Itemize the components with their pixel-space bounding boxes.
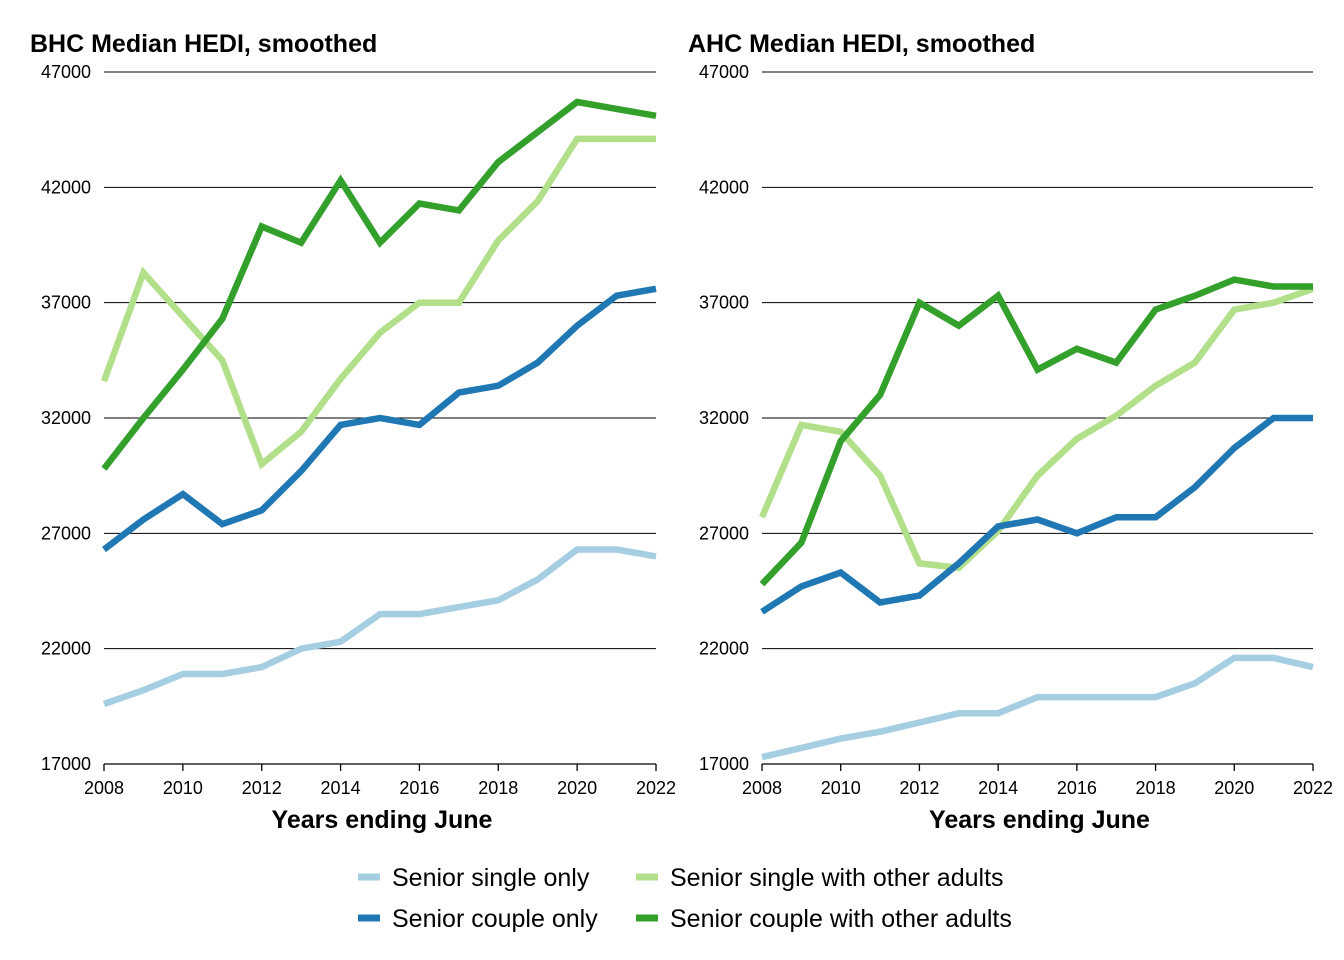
y-tick-label: 17000 [699,754,749,774]
x-tick-label: 2010 [821,778,861,798]
legend-label: Senior single only [392,864,590,892]
x-tick-label: 2020 [557,778,597,798]
x-tick-label: 2016 [1057,778,1097,798]
series-line-senior-couple-only [760,414,1313,615]
series-line-senior-single-with-other-adults [759,285,1315,572]
y-tick-label: 42000 [699,177,749,197]
x-axis-title: Years ending June [272,806,493,834]
x-axis-title: Years ending June [929,806,1150,834]
y-tick-label: 42000 [41,177,91,197]
y-tick-label: 22000 [41,639,91,659]
chart-title: BHC Median HEDI, smoothed [30,30,377,58]
series-line-senior-couple-with-other-adults [101,98,657,471]
legend-label: Senior couple only [392,905,598,933]
series-line-senior-couple-only [102,285,657,553]
x-tick-label: 2008 [742,778,782,798]
legend-item-senior-single-with-other-adults: Senior single with other adults [636,864,1004,892]
chart-legend: Senior single only Senior single with oth… [358,864,1012,933]
x-tick-label: 2012 [899,778,939,798]
series-line-senior-single-with-other-adults [100,135,656,470]
y-tick-label: 47000 [41,62,91,82]
x-tick-label: 2022 [1293,778,1333,798]
legend-label: Senior couple with other adults [670,905,1012,933]
y-tick-label: 22000 [699,639,749,659]
y-tick-label: 27000 [41,523,91,543]
y-tick-label: 37000 [41,293,91,313]
x-tick-label: 2022 [636,778,676,798]
x-tick-label: 2010 [163,778,203,798]
series-line-senior-single-only [102,546,657,708]
x-tick-label: 2016 [399,778,439,798]
x-tick-label: 2008 [84,778,124,798]
chart-title: AHC Median HEDI, smoothed [688,30,1035,58]
bhc-chart-panel: BHC Median HEDI, smoothed 17000 22000 27000… [30,30,676,834]
x-tick-label: 2014 [321,778,361,798]
y-tick-label: 47000 [699,62,749,82]
x-tick-label: 2012 [242,778,282,798]
legend-item-senior-couple-with-other-adults: Senior couple with other adults [636,905,1012,933]
x-tick-label: 2014 [978,778,1018,798]
y-tick-label: 17000 [41,754,91,774]
series-line-senior-couple-with-other-adults [759,276,1313,587]
y-tick-label: 37000 [699,293,749,313]
x-tick-label: 2020 [1214,778,1254,798]
legend-item-senior-couple-only: Senior couple only [358,905,598,933]
x-tick-label: 2018 [1136,778,1176,798]
legend-label: Senior single with other adults [670,864,1004,892]
y-tick-label: 27000 [699,523,749,543]
y-tick-label: 32000 [41,408,91,428]
x-tick-label: 2018 [478,778,518,798]
legend-item-senior-single-only: Senior single only [358,864,590,892]
ahc-chart-panel: AHC Median HEDI, smoothed 17000 22000 27000… [688,30,1333,834]
series-line-senior-single-only [761,654,1314,761]
y-tick-label: 32000 [699,408,749,428]
